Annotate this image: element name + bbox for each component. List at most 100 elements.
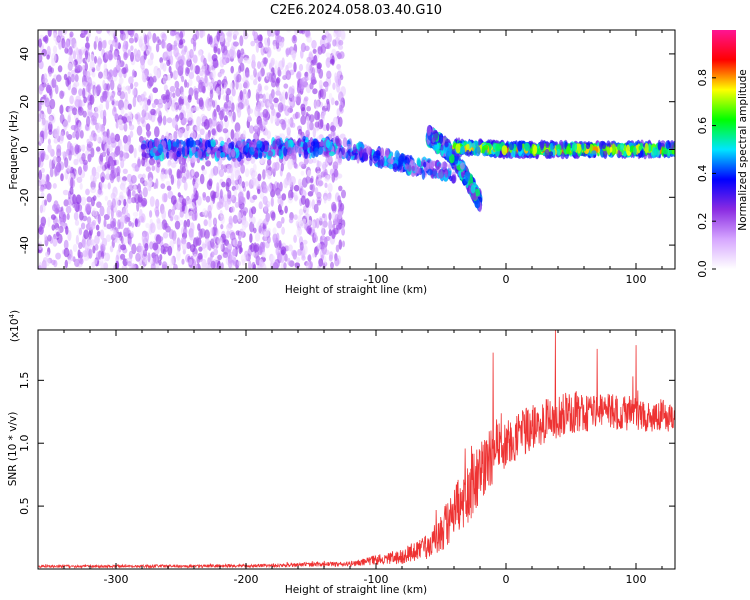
- heatmap-cell: [186, 82, 190, 88]
- heatmap-cell: [207, 52, 211, 63]
- heatmap-cell: [179, 97, 184, 106]
- heatmap-cell: [112, 229, 116, 235]
- heatmap-cell: [157, 143, 164, 154]
- heatmap-cell: [296, 256, 301, 263]
- heatmap-cell: [206, 180, 213, 190]
- y-tick-label: 0: [18, 146, 31, 153]
- heatmap-cell: [41, 98, 46, 108]
- heatmap-cell: [549, 142, 554, 151]
- heatmap-cell: [338, 68, 342, 75]
- heatmap-cell: [230, 65, 234, 74]
- heatmap-cell: [197, 149, 203, 159]
- heatmap-cell: [124, 91, 128, 102]
- heatmap-cell: [209, 252, 213, 263]
- heatmap-cell: [70, 73, 75, 83]
- heatmap-cell: [73, 158, 79, 166]
- heatmap-cell: [271, 72, 276, 83]
- heatmap-cell: [202, 208, 208, 216]
- heatmap-cell: [45, 251, 50, 258]
- heatmap-cell: [548, 151, 554, 157]
- heatmap-cell: [465, 143, 470, 151]
- heatmap-cell: [638, 145, 643, 151]
- heatmap-cell: [181, 75, 185, 83]
- heatmap-cell: [276, 112, 281, 118]
- heatmap-cell: [98, 71, 103, 79]
- heatmap-cell: [287, 244, 293, 252]
- heatmap-cell: [312, 48, 317, 54]
- heatmap-cell: [166, 74, 171, 81]
- heatmap-cell: [270, 57, 276, 66]
- heatmap-cell: [180, 92, 185, 100]
- heatmap-cell: [328, 92, 333, 101]
- heatmap-cell: [184, 45, 188, 53]
- heatmap-cell: [119, 215, 126, 225]
- heatmap-cell: [51, 77, 57, 89]
- heatmap-cell: [101, 90, 108, 102]
- heatmap-cell: [230, 194, 235, 201]
- heatmap-cell: [183, 181, 188, 191]
- heatmap-cell: [153, 182, 157, 190]
- heatmap-cell: [107, 75, 114, 82]
- heatmap-cell: [141, 150, 147, 161]
- heatmap-cell: [293, 144, 299, 154]
- heatmap-cell: [197, 223, 201, 231]
- heatmap-cell: [312, 157, 317, 164]
- heatmap-cell: [140, 62, 145, 70]
- heatmap-cell: [243, 88, 247, 95]
- heatmap-cell: [44, 34, 49, 44]
- heatmap-cell: [232, 256, 237, 267]
- heatmap-cell: [252, 227, 257, 234]
- heatmap-cell: [220, 215, 225, 225]
- heatmap-cell: [169, 55, 174, 66]
- heatmap-cell: [449, 153, 455, 164]
- heatmap-cell: [136, 201, 140, 212]
- heatmap-cell: [298, 178, 302, 187]
- heatmap-cell: [72, 244, 78, 252]
- heatmap-cell: [669, 140, 675, 151]
- heatmap-cell: [312, 252, 316, 258]
- heatmap-cell: [272, 262, 279, 269]
- heatmap-cell: [54, 84, 59, 95]
- heatmap-cell: [276, 35, 283, 43]
- heatmap-cell: [47, 138, 51, 145]
- heatmap-cell: [284, 91, 288, 100]
- heatmap-cell: [205, 195, 211, 203]
- heatmap-cell: [242, 130, 247, 138]
- heatmap-cell: [297, 138, 301, 147]
- heatmap-cell: [264, 85, 269, 91]
- heatmap-cell: [287, 146, 293, 157]
- heatmap-cell: [122, 168, 128, 174]
- heatmap-cell: [213, 46, 218, 54]
- heatmap-cell: [46, 54, 50, 60]
- heatmap-cell: [252, 194, 258, 200]
- heatmap-cell: [619, 142, 625, 151]
- heatmap-cell: [279, 181, 283, 192]
- heatmap-cell: [315, 218, 320, 229]
- heatmap-cell: [336, 159, 342, 166]
- heatmap-cell: [102, 135, 106, 145]
- heatmap-cell: [56, 204, 60, 210]
- heatmap-cell: [215, 243, 219, 249]
- heatmap-cell: [414, 163, 419, 174]
- heatmap-cell: [147, 79, 153, 89]
- heatmap-cell: [128, 220, 132, 227]
- heatmap-cell: [94, 243, 99, 251]
- heatmap-cell: [38, 214, 41, 226]
- heatmap-cell: [581, 143, 585, 150]
- heatmap-cell: [87, 105, 93, 117]
- heatmap-cell: [225, 53, 231, 63]
- heatmap-cell: [325, 139, 331, 149]
- heatmap-cell: [266, 235, 271, 244]
- heatmap-cell: [84, 50, 89, 60]
- heatmap-cell: [220, 108, 225, 119]
- heatmap-cell: [270, 183, 277, 194]
- heatmap-cell: [134, 32, 139, 43]
- y-tick-label: -40: [18, 236, 31, 254]
- heatmap-cell: [142, 186, 148, 198]
- heatmap-cell: [300, 170, 305, 176]
- heatmap-cell: [230, 129, 235, 140]
- heatmap-cell: [288, 189, 294, 201]
- heatmap-cell: [227, 257, 233, 269]
- heatmap-cell: [123, 51, 128, 61]
